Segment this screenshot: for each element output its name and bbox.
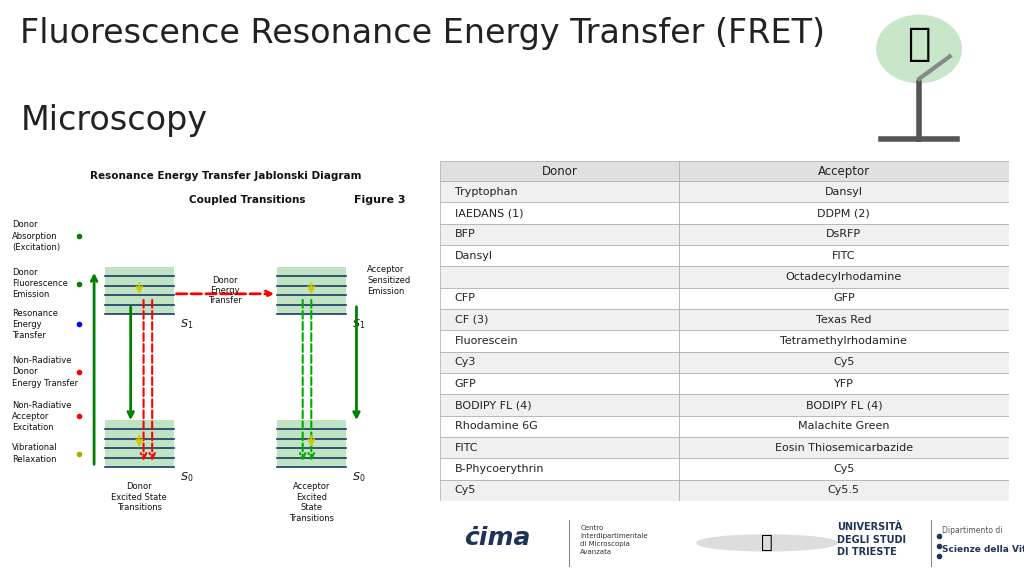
Text: Non-Radiative
Donor
Energy Transfer: Non-Radiative Donor Energy Transfer: [12, 357, 79, 388]
Bar: [276, 419, 346, 467]
Bar: [679, 352, 1009, 373]
Bar: [679, 161, 1009, 181]
Bar: [440, 352, 679, 373]
Bar: [440, 287, 679, 309]
Bar: [679, 223, 1009, 245]
Bar: [440, 395, 679, 416]
Text: Donor: Donor: [542, 165, 578, 177]
Text: Cy5: Cy5: [455, 486, 476, 495]
Text: 🔬: 🔬: [907, 25, 931, 63]
Text: ċima: ċima: [464, 525, 530, 550]
Text: DDPM (2): DDPM (2): [817, 208, 870, 218]
Text: CFP: CFP: [455, 293, 475, 304]
Text: BFP: BFP: [455, 229, 475, 240]
Ellipse shape: [877, 16, 962, 83]
Bar: [679, 245, 1009, 266]
Text: Cy5: Cy5: [834, 464, 854, 474]
Bar: [679, 480, 1009, 501]
Text: Acceptor
Excited
State
Transitions: Acceptor Excited State Transitions: [289, 483, 334, 522]
Bar: [679, 287, 1009, 309]
Bar: [679, 458, 1009, 480]
Bar: [440, 480, 679, 501]
Text: $S_0$: $S_0$: [352, 471, 366, 484]
Text: GFP: GFP: [833, 293, 855, 304]
Text: Acceptor: Acceptor: [818, 165, 870, 177]
Bar: [440, 202, 679, 223]
Text: Donor
Energy
Transfer: Donor Energy Transfer: [208, 275, 243, 305]
Text: Donor
Excited State
Transitions: Donor Excited State Transitions: [112, 483, 167, 512]
Text: Coupled Transitions: Coupled Transitions: [188, 195, 305, 205]
Text: Non-Radiative
Acceptor
Excitation: Non-Radiative Acceptor Excitation: [12, 400, 72, 432]
Bar: [679, 181, 1009, 202]
Text: Acceptor
Sensitized
Emission: Acceptor Sensitized Emission: [368, 264, 411, 296]
Bar: [679, 202, 1009, 223]
Text: Cy5.5: Cy5.5: [827, 486, 860, 495]
Text: Donor
Fluorescence
Emission: Donor Fluorescence Emission: [12, 268, 69, 299]
Bar: [440, 245, 679, 266]
Text: Figure 3: Figure 3: [354, 195, 406, 205]
Text: $S_0$: $S_0$: [180, 471, 194, 484]
Text: Dansyl: Dansyl: [824, 187, 863, 196]
Text: DsRFP: DsRFP: [826, 229, 861, 240]
Text: CF (3): CF (3): [455, 314, 487, 325]
Text: FITC: FITC: [455, 443, 478, 453]
Text: Cy5: Cy5: [834, 357, 854, 367]
Text: YFP: YFP: [834, 379, 854, 389]
Bar: [679, 266, 1009, 287]
Text: Eosin Thiosemicarbazide: Eosin Thiosemicarbazide: [775, 443, 912, 453]
Bar: [440, 161, 679, 181]
Text: B-Phycoerythrin: B-Phycoerythrin: [455, 464, 544, 474]
Text: Tetramethylrhodamine: Tetramethylrhodamine: [780, 336, 907, 346]
Bar: [440, 266, 679, 287]
Text: Dansyl: Dansyl: [455, 251, 493, 261]
Text: GFP: GFP: [455, 379, 476, 389]
Text: BODIPY FL (4): BODIPY FL (4): [806, 400, 882, 410]
Bar: [104, 267, 174, 314]
Text: 🏛: 🏛: [761, 533, 773, 552]
Circle shape: [697, 535, 838, 551]
Bar: [440, 416, 679, 437]
Text: FITC: FITC: [833, 251, 856, 261]
Text: $S_1$: $S_1$: [352, 317, 366, 331]
Bar: [440, 223, 679, 245]
Text: Dipartimento di: Dipartimento di: [942, 526, 1002, 536]
Text: Octadecylrhodamine: Octadecylrhodamine: [785, 272, 902, 282]
Bar: [440, 309, 679, 331]
Bar: [440, 331, 679, 352]
Text: Vibrational
Relaxation: Vibrational Relaxation: [12, 444, 58, 464]
Text: Donor
Absorption
(Excitation): Donor Absorption (Excitation): [12, 221, 60, 252]
Text: Fluorescence Resonance Energy Transfer (FRET): Fluorescence Resonance Energy Transfer (…: [20, 17, 825, 50]
Text: UNIVERSITÀ
DEGLI STUDI
DI TRIESTE: UNIVERSITÀ DEGLI STUDI DI TRIESTE: [838, 522, 906, 557]
Bar: [440, 181, 679, 202]
Text: Centro
Interdipartimentale
di Microscopia
Avanzata: Centro Interdipartimentale di Microscopi…: [581, 525, 648, 555]
Text: Texas Red: Texas Red: [816, 314, 871, 325]
Text: Microscopy: Microscopy: [20, 104, 208, 137]
Bar: [679, 331, 1009, 352]
Text: Fluorescein: Fluorescein: [455, 336, 518, 346]
Bar: [276, 267, 346, 314]
Bar: [104, 419, 174, 467]
Bar: [440, 458, 679, 480]
Text: Rhodamine 6G: Rhodamine 6G: [455, 422, 538, 431]
Text: Cy3: Cy3: [455, 357, 476, 367]
Bar: [440, 373, 679, 395]
Text: IAEDANS (1): IAEDANS (1): [455, 208, 523, 218]
Text: $S_1$: $S_1$: [180, 317, 194, 331]
Text: BODIPY FL (4): BODIPY FL (4): [455, 400, 531, 410]
Bar: [679, 395, 1009, 416]
Bar: [679, 437, 1009, 458]
Bar: [679, 309, 1009, 331]
Bar: [679, 373, 1009, 395]
Text: Tryptophan: Tryptophan: [455, 187, 517, 196]
Text: Resonance
Energy
Transfer: Resonance Energy Transfer: [12, 309, 58, 340]
Bar: [679, 416, 1009, 437]
Bar: [440, 437, 679, 458]
Text: Scienze della Vita: Scienze della Vita: [942, 545, 1024, 554]
Text: Malachite Green: Malachite Green: [798, 422, 890, 431]
Text: Resonance Energy Transfer Jablonski Diagram: Resonance Energy Transfer Jablonski Diag…: [89, 172, 361, 181]
